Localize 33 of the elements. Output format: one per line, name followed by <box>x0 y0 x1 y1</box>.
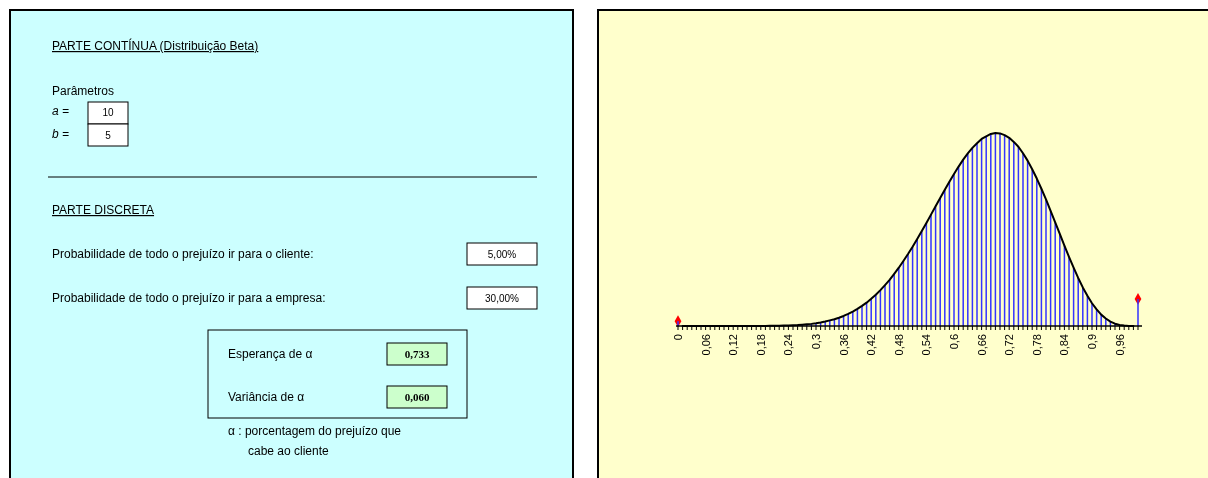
text: PARTE CONTÍNUA (Distribuição Beta) <box>52 38 259 53</box>
x-tick-label: 0,12 <box>727 334 740 356</box>
x-tick-label: 0,96 <box>1113 334 1126 356</box>
x-tick-label: 0,48 <box>892 334 905 356</box>
text: 0,733 <box>404 348 430 360</box>
x-tick-label: 0,66 <box>975 334 988 356</box>
x-tick-label: 0,9 <box>1086 334 1098 350</box>
text: Variância de α <box>228 390 305 404</box>
text: Probabilidade de todo o prejuízo ir para o cliente: <box>52 247 314 261</box>
text: Probabilidade de todo o prejuízo ir para a empresa: <box>52 291 326 305</box>
text: 10 <box>102 107 114 118</box>
x-tick-label: 0,42 <box>865 334 878 356</box>
x-tick-label: 0,72 <box>1003 334 1016 356</box>
text: 0,060 <box>404 391 430 403</box>
text: b = <box>52 127 70 141</box>
text: 30,00% <box>485 293 520 304</box>
text: 5,00% <box>487 249 517 260</box>
text: α : porcentagem do prejuízo que cabe ao cliente <box>228 424 402 458</box>
x-tick-label: 0,78 <box>1030 334 1043 356</box>
x-tick-label: 0,6 <box>948 334 960 350</box>
text: 5 <box>105 130 112 141</box>
text: a = <box>52 104 70 118</box>
text: Esperança de α <box>228 347 313 361</box>
x-tick-label: 0,36 <box>837 334 850 356</box>
x-tick-label: 0,54 <box>920 334 933 356</box>
x-tick-label: 0,06 <box>699 334 712 356</box>
x-tick-label: 0,24 <box>782 334 795 356</box>
text: PARTE DISCRETA <box>52 203 155 217</box>
text: Parâmetros <box>52 84 115 98</box>
x-tick-label: 0 <box>672 334 684 341</box>
x-tick-label: 0,18 <box>754 334 767 356</box>
x-tick-label: 0,84 <box>1058 334 1071 356</box>
x-tick-label: 0,3 <box>810 334 822 350</box>
